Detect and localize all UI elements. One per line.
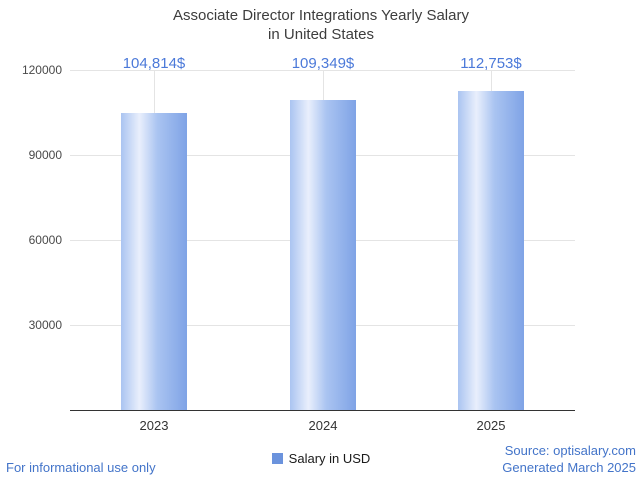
legend-swatch-icon [271,453,283,464]
x-axis-tick-label: 2025 [476,418,506,433]
bar-value-label: 104,814$ [122,55,186,72]
salary-bar-2024 [290,100,356,410]
bar-value-label: 109,349$ [291,55,355,72]
bar-value-label: 112,753$ [460,55,522,72]
y-axis-tick-label: 120000 [21,63,62,77]
y-axis-tick-label: 90000 [28,148,62,162]
disclaimer-text: For informational use only [6,460,156,475]
salary-bar-2025 [458,91,524,410]
x-axis-tick-label: 2024 [308,418,338,433]
salary-bar-2023 [121,113,187,410]
source-block: Source: optisalary.com Generated March 2… [502,442,636,476]
chart-title-line2: in United States [268,26,374,43]
chart-title: Associate Director Integrations Yearly S… [0,6,642,44]
y-axis-tick-label: 60000 [28,233,62,247]
source-link[interactable]: Source: optisalary.com [504,443,636,458]
horizontal-gridline [70,70,575,71]
x-axis-tick-label: 2023 [139,418,169,433]
plot-area [70,70,575,411]
generated-date: Generated March 2025 [502,460,636,475]
chart-title-line1: Associate Director Integrations Yearly S… [173,7,469,24]
y-axis-tick-label: 30000 [28,318,62,332]
chart-legend: Salary in USD [0,451,642,466]
legend-label: Salary in USD [288,451,371,466]
